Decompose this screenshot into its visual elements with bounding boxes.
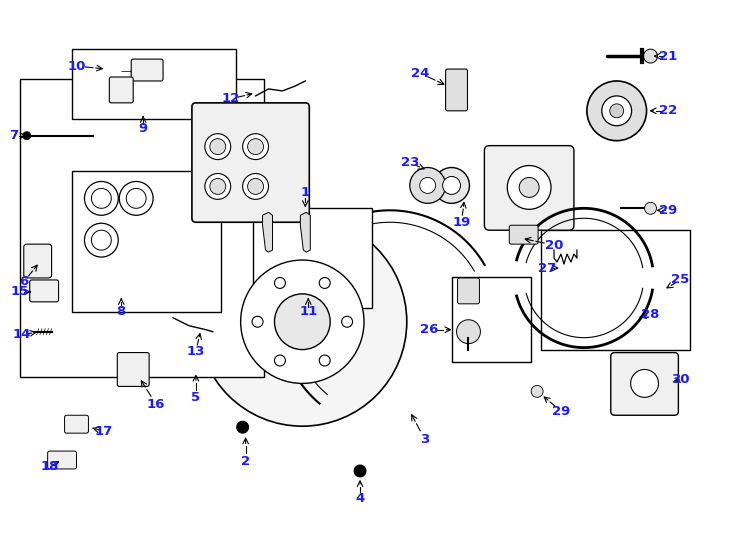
Circle shape <box>531 386 543 397</box>
Circle shape <box>519 178 539 198</box>
Circle shape <box>410 167 446 204</box>
Circle shape <box>319 355 330 366</box>
Circle shape <box>210 139 226 154</box>
FancyBboxPatch shape <box>484 146 574 230</box>
Circle shape <box>319 278 330 288</box>
Text: 17: 17 <box>94 424 112 437</box>
FancyBboxPatch shape <box>509 225 538 244</box>
Text: 8: 8 <box>117 305 126 318</box>
Text: 20: 20 <box>545 239 563 252</box>
FancyBboxPatch shape <box>65 415 88 433</box>
Text: 24: 24 <box>410 66 429 79</box>
Text: 14: 14 <box>12 328 31 341</box>
Circle shape <box>126 188 146 208</box>
Text: 18: 18 <box>40 461 59 474</box>
Text: 27: 27 <box>538 261 556 274</box>
Text: 3: 3 <box>420 433 429 446</box>
FancyBboxPatch shape <box>23 244 51 278</box>
Text: 1: 1 <box>301 186 310 199</box>
Bar <box>252 208 372 308</box>
Text: 15: 15 <box>11 285 29 299</box>
Circle shape <box>644 202 656 214</box>
Text: 2: 2 <box>241 455 250 468</box>
Text: 26: 26 <box>421 323 439 336</box>
FancyBboxPatch shape <box>117 353 149 387</box>
Bar <box>71 171 221 312</box>
Circle shape <box>420 178 436 193</box>
Circle shape <box>354 465 366 477</box>
Bar <box>20 79 264 377</box>
Circle shape <box>198 217 407 426</box>
Text: 10: 10 <box>68 59 86 72</box>
Circle shape <box>507 166 551 210</box>
Circle shape <box>275 278 286 288</box>
Circle shape <box>243 173 269 199</box>
Bar <box>451 277 531 361</box>
Text: 19: 19 <box>452 216 470 229</box>
Circle shape <box>247 179 264 194</box>
Text: 29: 29 <box>552 405 570 418</box>
FancyBboxPatch shape <box>457 278 479 304</box>
Circle shape <box>275 355 286 366</box>
Text: 30: 30 <box>671 373 690 386</box>
FancyBboxPatch shape <box>131 59 163 81</box>
Circle shape <box>252 316 263 327</box>
Text: 21: 21 <box>659 50 677 63</box>
Circle shape <box>241 260 364 383</box>
Text: 11: 11 <box>299 305 317 318</box>
Circle shape <box>23 132 31 140</box>
Circle shape <box>92 188 112 208</box>
Circle shape <box>631 369 658 397</box>
Circle shape <box>92 230 112 250</box>
Circle shape <box>247 139 264 154</box>
Text: 9: 9 <box>139 122 148 135</box>
Circle shape <box>275 294 330 349</box>
FancyBboxPatch shape <box>109 77 133 103</box>
Circle shape <box>243 134 269 160</box>
Bar <box>71 49 236 119</box>
Circle shape <box>434 167 470 204</box>
Circle shape <box>644 49 658 63</box>
Text: 28: 28 <box>642 308 660 321</box>
Circle shape <box>602 96 632 126</box>
Circle shape <box>205 173 230 199</box>
Text: 29: 29 <box>659 204 677 217</box>
FancyBboxPatch shape <box>30 280 59 302</box>
Circle shape <box>457 320 481 343</box>
Text: 5: 5 <box>192 391 200 404</box>
Bar <box>541 230 691 349</box>
Text: 13: 13 <box>186 345 205 358</box>
Text: ⟶: ⟶ <box>120 66 132 76</box>
FancyBboxPatch shape <box>192 103 309 222</box>
Circle shape <box>587 81 647 140</box>
Circle shape <box>120 181 153 215</box>
Circle shape <box>236 421 249 433</box>
Circle shape <box>610 104 624 118</box>
FancyBboxPatch shape <box>446 69 468 111</box>
Circle shape <box>443 177 460 194</box>
Circle shape <box>210 179 226 194</box>
Text: 16: 16 <box>147 398 165 411</box>
Circle shape <box>205 134 230 160</box>
Circle shape <box>84 181 118 215</box>
Circle shape <box>341 316 352 327</box>
FancyBboxPatch shape <box>48 451 76 469</box>
Text: 7: 7 <box>10 129 18 142</box>
FancyBboxPatch shape <box>611 353 678 415</box>
Text: 6: 6 <box>19 275 29 288</box>
Text: 23: 23 <box>401 156 419 169</box>
Polygon shape <box>263 212 272 252</box>
Polygon shape <box>300 212 310 252</box>
Text: 25: 25 <box>672 273 689 286</box>
Text: 22: 22 <box>659 104 677 117</box>
Text: 12: 12 <box>222 92 240 105</box>
Text: 4: 4 <box>355 492 365 505</box>
Circle shape <box>84 223 118 257</box>
